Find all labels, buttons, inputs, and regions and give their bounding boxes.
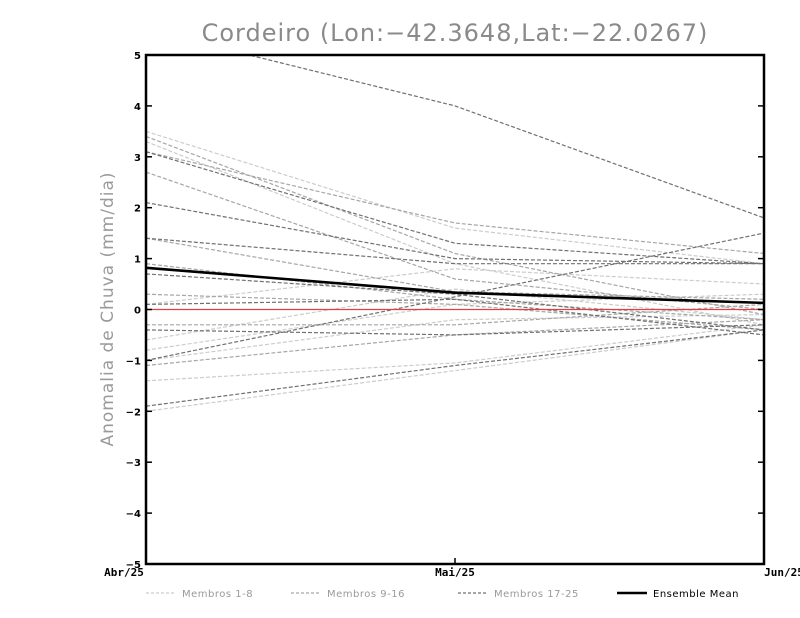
member-line-g3-3 [146, 202, 764, 265]
member-line-g1-8 [146, 329, 764, 412]
ensemble-mean-line [145, 266, 765, 305]
x-tick-label: Mai/25 [435, 566, 475, 579]
member-line-g2-1 [146, 135, 764, 316]
y-tick-label: −5 [126, 560, 141, 571]
y-tick-label: 2 [134, 204, 141, 215]
y-axis-label: Anomalia de Chuva (mm/dia) [98, 171, 118, 446]
member-line-g3-9 [146, 329, 764, 407]
legend-label: Membros 17-25 [494, 589, 579, 600]
legend-label: Ensemble Mean [653, 589, 739, 600]
member-line-g3-5 [146, 273, 764, 331]
y-tick-label: −3 [126, 458, 141, 469]
x-tick-label: Abr/25 [104, 566, 144, 579]
ensemble-mean-lines [145, 266, 765, 305]
y-tick-label: 4 [134, 102, 141, 113]
legend-label: Membros 1-8 [182, 589, 253, 600]
legend-label: Membros 9-16 [327, 589, 405, 600]
legend-item: Ensemble Mean [617, 589, 739, 600]
member-line-g1-3 [146, 268, 764, 305]
legend: Membros 1-8 Membros 9-16 Membros 17-25 Ense… [146, 589, 739, 600]
y-tick-label: −2 [126, 407, 141, 418]
member-line-g3-6 [146, 298, 764, 336]
member-line-g2-8 [146, 319, 764, 367]
member-lines [146, 55, 764, 412]
member-line-g1-1 [146, 130, 764, 265]
member-line-g1-2 [146, 140, 764, 326]
member-line-g1-6 [146, 314, 764, 361]
y-tick-label: −1 [126, 356, 141, 367]
member-line-g2-7 [146, 303, 764, 326]
y-tick-label: 5 [134, 51, 141, 62]
member-line-g1-4 [146, 288, 764, 341]
legend-item: Membros 9-16 [291, 589, 405, 600]
member-line-g3-8 [146, 232, 764, 361]
x-tick-label: Jun/25 [764, 566, 800, 579]
member-line-g3-7 [146, 324, 764, 336]
member-line-g2-2 [146, 151, 764, 255]
member-line-g2-6 [146, 293, 764, 331]
y-tick-label: 3 [134, 153, 141, 164]
member-line-g3-1 [246, 55, 764, 219]
y-tick-label: 0 [134, 306, 141, 317]
member-line-g1-7 [146, 324, 764, 382]
y-tick-label: −4 [126, 509, 141, 520]
member-line-g3-4 [146, 237, 764, 265]
y-axis: 5 4 3 2 1 0 −1 −2 −3 −4 −5 [126, 51, 764, 571]
legend-item: Membros 17-25 [458, 589, 579, 600]
x-axis: Abr/25 Mai/25 Jun/25 [104, 558, 800, 579]
y-tick-label: 1 [134, 255, 141, 266]
chart-title: Cordeiro (Lon:−42.3648,Lat:−22.0267) [202, 19, 709, 47]
member-line-g2-4 [146, 237, 764, 300]
member-line-g2-3 [146, 171, 764, 311]
member-line-g3-2 [146, 151, 764, 265]
legend-item: Membros 1-8 [146, 589, 253, 600]
